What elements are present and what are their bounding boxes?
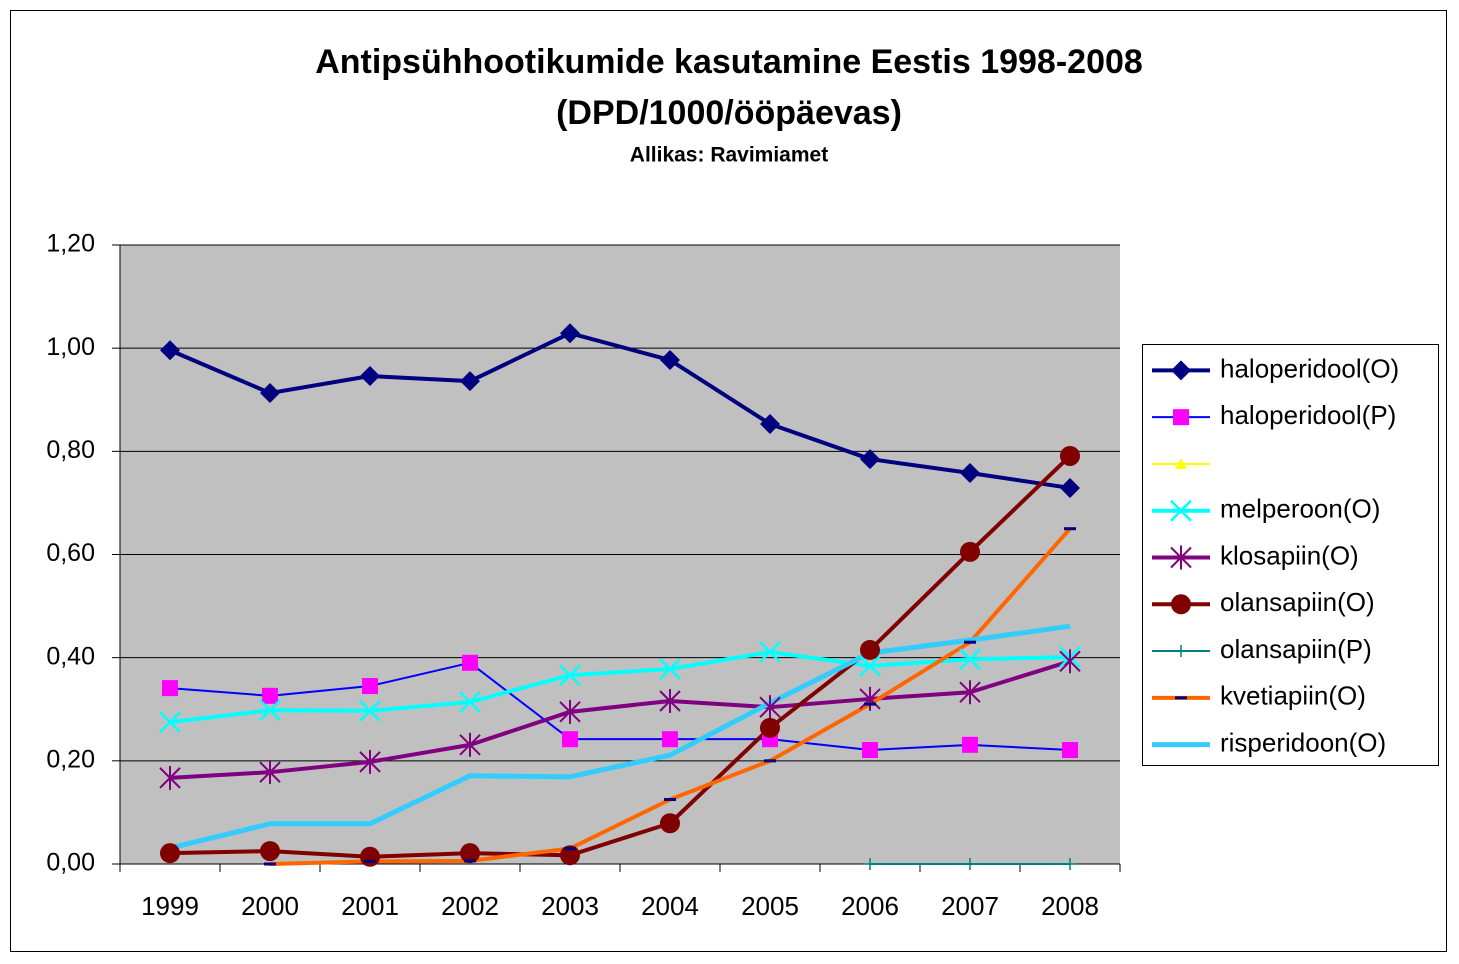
marker <box>159 711 181 734</box>
marker <box>1175 457 1187 469</box>
x-tick-label: 1999 <box>141 891 199 921</box>
x-tick-label: 2006 <box>841 891 899 921</box>
marker <box>960 541 980 562</box>
marker <box>960 462 980 483</box>
marker <box>459 691 481 713</box>
marker <box>959 680 981 705</box>
marker <box>460 843 480 864</box>
legend-label: kvetiapiin(O) <box>1220 681 1366 711</box>
marker <box>160 843 180 864</box>
marker <box>262 687 278 704</box>
chart-subtitle: (DPD/1000/ööpäevas) <box>556 94 902 132</box>
marker <box>260 383 280 404</box>
legend-label: melperoon(O) <box>1220 494 1380 524</box>
marker <box>559 664 581 687</box>
marker <box>1064 858 1076 870</box>
x-tick-label: 2003 <box>541 891 599 921</box>
marker <box>560 323 580 344</box>
marker <box>660 350 680 371</box>
x-tick-label: 2004 <box>641 891 699 921</box>
marker <box>959 648 981 671</box>
series-line <box>169 649 1071 725</box>
marker <box>1062 742 1078 759</box>
marker <box>562 731 578 748</box>
marker <box>560 845 580 866</box>
marker <box>860 639 880 660</box>
marker <box>964 858 976 870</box>
marker <box>662 731 678 748</box>
series-line <box>169 454 1072 859</box>
marker <box>160 340 180 361</box>
legend-label: olansapiin(O) <box>1220 587 1375 617</box>
marker <box>1170 499 1192 522</box>
legend-label: haloperidool(O) <box>1220 353 1399 383</box>
marker <box>460 371 480 392</box>
marker <box>1059 649 1081 674</box>
legend: haloperidool(O) haloperidool(P) melperoon(… <box>1142 344 1439 766</box>
y-tick-label: 0,20 <box>46 745 95 773</box>
marker <box>159 765 181 790</box>
marker <box>962 736 978 753</box>
marker <box>359 749 381 774</box>
marker <box>1060 477 1080 498</box>
y-tick-label: 0,60 <box>46 539 95 567</box>
y-tick-label: 1,20 <box>46 230 95 258</box>
chart-title: Antipsühhootikumide kasutamine Eestis 19… <box>315 43 1143 81</box>
x-tick-label: 2001 <box>341 891 399 921</box>
x-tick-label: 2000 <box>241 891 299 921</box>
legend-label: olansapiin(P) <box>1220 634 1372 664</box>
marker <box>862 742 878 759</box>
marker <box>459 732 481 757</box>
series-line <box>169 623 1071 851</box>
x-tick-label: 2008 <box>1041 891 1099 921</box>
series-line <box>169 659 1071 780</box>
legend-label: klosapiin(O) <box>1220 540 1359 570</box>
x-tick-label: 2005 <box>741 891 799 921</box>
marker <box>760 717 780 738</box>
marker <box>259 760 281 785</box>
marker <box>360 366 380 387</box>
series-line <box>169 331 1071 490</box>
y-tick-label: 1,00 <box>46 333 95 361</box>
marker <box>760 413 780 434</box>
marker <box>559 699 581 724</box>
marker <box>660 813 680 834</box>
marker <box>1171 360 1191 381</box>
marker <box>1060 445 1080 466</box>
marker <box>260 841 280 862</box>
marker <box>462 654 478 671</box>
y-tick-label: 0,00 <box>46 849 95 877</box>
y-tick-label: 0,40 <box>46 642 95 670</box>
marker <box>659 658 681 680</box>
marker <box>1175 645 1187 658</box>
marker <box>162 680 178 697</box>
marker <box>360 846 380 867</box>
legend-label: haloperidool(P) <box>1220 400 1396 430</box>
marker <box>1171 594 1191 615</box>
marker <box>859 655 881 677</box>
marker <box>359 699 381 722</box>
marker <box>1170 545 1192 570</box>
y-tick-label: 0,80 <box>46 436 95 464</box>
marker <box>860 449 880 470</box>
legend-label: risperidoon(O) <box>1220 727 1386 757</box>
marker <box>362 678 378 695</box>
marker <box>259 699 281 722</box>
legend-box <box>1142 344 1439 766</box>
series-line <box>169 661 1071 752</box>
marker <box>759 641 781 663</box>
x-tick-label: 2007 <box>941 891 999 921</box>
marker <box>759 695 781 720</box>
marker <box>864 858 876 870</box>
x-tick-label: 2002 <box>441 891 499 921</box>
marker <box>1173 409 1189 426</box>
chart-source: Allikas: Ravimiamet <box>630 144 828 167</box>
marker <box>659 688 681 713</box>
marker <box>859 686 881 711</box>
